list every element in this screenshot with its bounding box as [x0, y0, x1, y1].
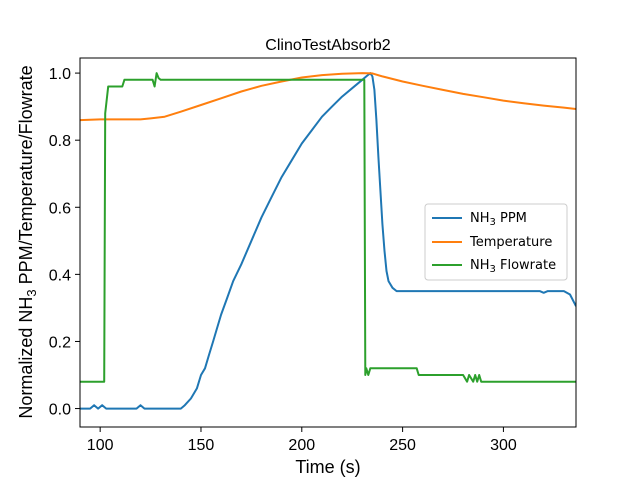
y-tick-label: 0.6: [49, 200, 71, 217]
legend-label-nh3-flowrate: NH3 Flowrate: [470, 258, 556, 275]
legend-label-nh3-ppm: NH3 PPM: [470, 211, 527, 228]
series-layer: [80, 72, 576, 410]
x-tick-label: 200: [288, 437, 315, 454]
series-line-temperature: [80, 72, 576, 122]
y-tick-label: 1.0: [49, 66, 71, 83]
series-line-nh3-ppm: [80, 72, 576, 410]
legend: NH3 PPM Temperature NH3 Flowrate: [424, 203, 568, 281]
y-axis-label: Normalized NH3 PPM/Temperature/Flowrate: [16, 65, 39, 418]
x-axis-label: Time (s): [295, 457, 360, 477]
plot-frame: [79, 57, 577, 428]
chart-title: ClinoTestAbsorb2: [265, 37, 391, 54]
y-axis: 0.0 0.2 0.4 0.6 0.8 1.0: [49, 66, 80, 419]
x-tick-label: 100: [87, 437, 114, 454]
legend-frame: [424, 203, 568, 281]
y-tick-label: 0.2: [49, 334, 71, 351]
x-axis: 100 150 200 250 300: [87, 427, 517, 454]
y-axis-label-part: Normalized NH: [16, 297, 36, 419]
y-axis-label-subscript: 3: [24, 289, 39, 296]
legend-label-temperature: Temperature: [469, 235, 552, 250]
x-tick-label: 150: [188, 437, 215, 454]
y-tick-label: 0.8: [49, 133, 71, 150]
y-tick-label: 0.0: [49, 402, 71, 419]
x-tick-label: 250: [389, 437, 416, 454]
series-line-nh3-flowrate: [80, 72, 576, 383]
y-axis-label-part: PPM/Temperature/Flowrate: [16, 65, 36, 289]
y-tick-label: 0.4: [49, 267, 71, 284]
x-tick-label: 300: [490, 437, 517, 454]
